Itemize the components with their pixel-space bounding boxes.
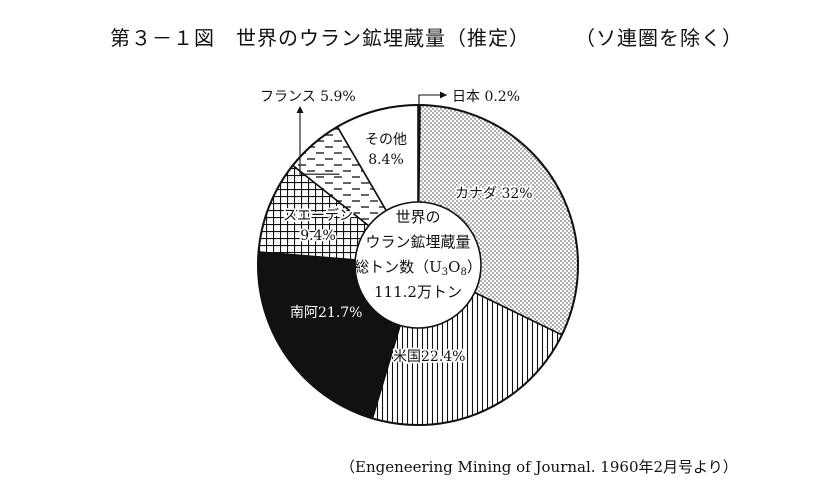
arrow-france (299, 110, 340, 175)
label-japan: 日本 0.2% (452, 89, 520, 105)
label-others: その他 (365, 132, 407, 148)
label-sweden: スエーデン (283, 207, 353, 224)
label-canada: カナダ 32% (455, 186, 533, 202)
arrowhead-japan (440, 91, 447, 99)
center-label-line: 世界の (395, 208, 440, 226)
label-south-africa: 南阿21.7% (290, 305, 362, 321)
label-usa: 米国22.4% (393, 349, 465, 365)
donut-center (354, 201, 482, 329)
center-label-line: ウラン鉱埋蔵量 (365, 233, 470, 251)
center-label-line: 総トン数（U3O8） (354, 258, 482, 278)
label-others: 8.4% (368, 152, 404, 168)
title-row: 第３－１図 世界のウラン鉱埋蔵量（推定） （ソ連圏を除く） (0, 22, 835, 52)
label-sweden: 9.4% (300, 228, 336, 244)
pie-slices (257, 104, 579, 426)
arrow-japan (418, 94, 447, 105)
slice-labels: 日本 0.2% カナダ 32% 米国22.4% 南阿21.7% スエーデン 9.4% フラン… (260, 89, 534, 367)
arrowhead-france (296, 106, 304, 113)
chart-title-note: （ソ連圏を除く） (575, 26, 743, 50)
chart-title: 第３－１図 世界のウラン鉱埋蔵量（推定） (110, 26, 530, 50)
source-note: （Engeneering Mining of Journal. 1960年2月号… (340, 458, 738, 476)
pie-outline (257, 104, 579, 426)
label-arrows (296, 91, 447, 175)
center-label-line: 111.2万トン (374, 283, 462, 301)
label-france: フランス 5.9% (260, 89, 356, 105)
